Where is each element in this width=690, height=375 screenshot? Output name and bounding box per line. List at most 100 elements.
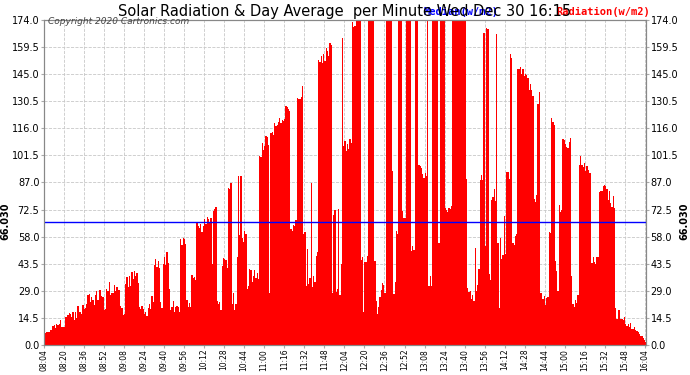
Bar [470, 291, 471, 345]
Bar [421, 168, 422, 345]
Bar [124, 314, 125, 345]
Bar [413, 251, 415, 345]
Bar [313, 276, 314, 345]
Bar [160, 302, 161, 345]
Bar [309, 278, 310, 345]
Bar [274, 123, 275, 345]
Bar [290, 229, 292, 345]
Bar [144, 314, 145, 345]
Bar [226, 268, 228, 345]
Bar [145, 312, 146, 345]
Bar [260, 157, 262, 345]
Bar [244, 231, 246, 345]
Bar [620, 319, 622, 345]
Bar [486, 28, 487, 345]
Bar [526, 75, 527, 345]
Bar [224, 259, 226, 345]
Bar [284, 119, 286, 345]
Bar [566, 147, 567, 345]
Bar [402, 211, 403, 345]
Bar [559, 205, 560, 345]
Bar [178, 307, 179, 345]
Bar [608, 200, 609, 345]
Bar [346, 151, 347, 345]
Bar [619, 310, 620, 345]
Bar [372, 20, 373, 345]
Bar [250, 270, 252, 345]
Bar [433, 20, 435, 345]
Bar [339, 295, 341, 345]
Bar [218, 304, 219, 345]
Bar [473, 301, 475, 345]
Bar [440, 20, 441, 345]
Bar [373, 20, 375, 345]
Bar [634, 327, 635, 345]
Bar [55, 328, 56, 345]
Bar [132, 279, 134, 345]
Bar [615, 308, 616, 345]
Bar [61, 327, 62, 345]
Bar [381, 291, 382, 345]
Bar [338, 209, 339, 345]
Bar [598, 256, 599, 345]
Bar [512, 243, 513, 345]
Bar [314, 282, 315, 345]
Bar [188, 307, 189, 345]
Bar [368, 20, 369, 345]
Bar [579, 165, 580, 345]
Bar [185, 244, 186, 345]
Bar [361, 260, 362, 345]
Bar [139, 307, 140, 345]
Bar [518, 69, 519, 345]
Bar [277, 125, 278, 345]
Bar [321, 56, 322, 345]
Bar [126, 277, 128, 345]
Bar [232, 304, 233, 345]
Bar [121, 308, 123, 345]
Bar [545, 306, 546, 345]
Bar [240, 176, 241, 345]
Bar [382, 283, 383, 345]
Bar [411, 251, 412, 345]
Bar [614, 208, 615, 345]
Bar [450, 209, 451, 345]
Bar [208, 219, 209, 345]
Bar [447, 211, 448, 345]
Bar [129, 276, 130, 345]
Bar [624, 317, 625, 345]
Bar [437, 20, 438, 345]
Text: Copyright 2020 Cartronics.com: Copyright 2020 Cartronics.com [48, 17, 190, 26]
Bar [254, 270, 255, 345]
Bar [351, 143, 352, 345]
Bar [332, 293, 333, 345]
Bar [452, 20, 453, 345]
Bar [180, 238, 181, 345]
Bar [576, 303, 578, 345]
Bar [331, 45, 332, 345]
Bar [134, 271, 135, 345]
Bar [94, 305, 95, 345]
Bar [104, 310, 105, 345]
Bar [262, 143, 263, 345]
Bar [220, 310, 221, 345]
Bar [355, 20, 357, 345]
Bar [125, 284, 126, 345]
Bar [75, 312, 76, 345]
Bar [233, 293, 234, 345]
Bar [453, 20, 455, 345]
Bar [322, 63, 323, 345]
Bar [492, 197, 493, 345]
Bar [318, 60, 319, 345]
Bar [530, 84, 531, 345]
Bar [601, 191, 602, 345]
Bar [412, 246, 413, 345]
Bar [170, 310, 171, 345]
Bar [157, 261, 159, 345]
Text: 66.030: 66.030 [1, 203, 10, 240]
Bar [342, 38, 343, 345]
Bar [378, 307, 380, 345]
Bar [89, 294, 90, 345]
Bar [206, 217, 208, 345]
Bar [371, 20, 372, 345]
Bar [200, 224, 201, 345]
